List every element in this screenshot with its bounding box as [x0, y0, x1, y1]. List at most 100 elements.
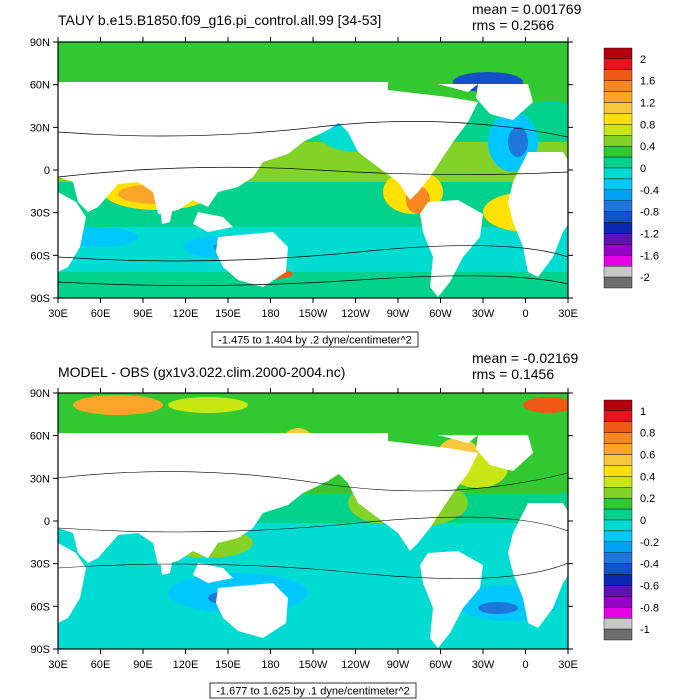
colorbar-swatch [603, 113, 633, 125]
colorbar-swatch [603, 91, 633, 103]
lon-label: 30E [48, 308, 68, 320]
colorbar-swatch [603, 265, 633, 278]
colorbar-swatch [603, 552, 633, 564]
colorbar-label: -0.4 [640, 185, 659, 197]
colorbar-swatch [603, 167, 633, 180]
colorbar-swatch [603, 410, 633, 423]
colorbar-swatch [603, 399, 633, 412]
colorbar-swatch [603, 487, 633, 499]
lon-label: 150W [299, 308, 328, 320]
bottom-lat-axis: 90N 60N 30N 0 30S 60S 90S [30, 388, 573, 656]
lon-label: 90E [133, 308, 153, 320]
colorbar-swatch [603, 607, 633, 619]
bottom-colorbar: 1 0.8 0.6 0.4 0.2 0 -0.2 -0.4 -0.6 -0.8 -1 [603, 399, 659, 641]
colorbar-swatch [603, 530, 633, 543]
colorbar-swatch [603, 596, 633, 608]
lon-label: 120E [173, 308, 199, 320]
lon-label: 120E [173, 659, 199, 671]
top-panel-title: TAUY b.e15.B1850.f09_g16.pi_control.all.… [58, 12, 381, 28]
bottom-blob-arctic [523, 397, 568, 413]
colorbar-label: 0.2 [640, 493, 655, 505]
lat-label: 60N [30, 80, 50, 92]
colorbar-label: 1.2 [640, 98, 655, 110]
colorbar-label: -0.4 [640, 559, 659, 571]
colorbar-label: 0 [640, 515, 646, 527]
lon-label: 60E [91, 308, 111, 320]
colorbar-label: 1 [640, 406, 646, 418]
colorbar-label: 0.8 [640, 119, 655, 131]
lat-label: 30S [30, 559, 50, 571]
colorbar-swatch [603, 421, 633, 433]
lon-label: 150W [299, 659, 328, 671]
lon-label: 120W [341, 308, 370, 320]
colorbar-swatch [603, 476, 633, 488]
colorbar-swatch [603, 519, 633, 532]
lon-label: 0 [522, 659, 528, 671]
colorbar-swatch [603, 497, 633, 510]
colorbar-label: 1.6 [640, 76, 655, 88]
lat-label: 30S [30, 208, 50, 220]
lon-label: 120W [341, 659, 370, 671]
colorbar-swatch [603, 255, 633, 267]
lon-label: 150E [215, 659, 241, 671]
colorbar-label: 0.4 [640, 471, 655, 483]
colorbar-swatch [603, 541, 633, 553]
lat-label: 90S [30, 293, 50, 305]
lat-label: 60N [30, 431, 50, 443]
colorbar-swatch [603, 585, 633, 597]
lon-label: 30E [558, 659, 578, 671]
top-colorbar: 2 1.6 1.2 0.8 0.4 0 -0.4 -0.8 -1.2 -1.6 -2 [603, 47, 659, 289]
colorbar-label: -0.2 [640, 537, 659, 549]
colorbar-label: -0.6 [640, 580, 659, 592]
lon-label: 0 [522, 308, 528, 320]
top-panel-mean: mean = 0.001769 [472, 1, 582, 17]
colorbar-swatch [603, 244, 633, 256]
colorbar-swatch [603, 189, 633, 201]
lon-label: 60W [429, 659, 452, 671]
bottom-panel-rms: rms = 0.1456 [472, 366, 554, 382]
colorbar-label: 0.8 [640, 428, 655, 440]
top-panel: TAUY b.e15.B1850.f09_g16.pi_control.all.… [30, 1, 659, 348]
colorbar-swatch [603, 563, 633, 575]
lon-label: 60E [91, 659, 111, 671]
lat-label: 0 [44, 165, 50, 177]
colorbar-swatch [603, 156, 633, 169]
colorbar-swatch [603, 574, 633, 586]
colorbar-label: -0.8 [640, 207, 659, 219]
colorbar-swatch [603, 276, 633, 289]
bottom-range-text: -1.677 to 1.625 by .1 dyne/centimeter^2 [216, 686, 410, 698]
lon-label: 30W [472, 659, 495, 671]
lon-label: 30W [472, 308, 495, 320]
bottom-panel-title: MODEL - OBS (gx1v3.022.clim.2000-2004.nc… [58, 364, 345, 380]
colorbar-swatch [603, 222, 633, 234]
colorbar-swatch [603, 233, 633, 245]
colorbar-label: 0.4 [640, 141, 655, 153]
colorbar-label: -1 [640, 624, 650, 636]
lat-label: 60S [30, 250, 50, 262]
lat-label: 90N [30, 388, 50, 400]
lon-label: 180 [261, 308, 279, 320]
colorbar-swatch [603, 617, 633, 630]
colorbar-swatch [603, 454, 633, 466]
top-lon-axis: 30E 60E 90E 120E 150E 180 150W 120W 90W 60W 30W 0 30… [48, 37, 578, 320]
colorbar-swatch [603, 178, 633, 191]
colorbar-swatch [603, 200, 633, 212]
top-panel-rms: rms = 0.2566 [472, 17, 554, 33]
lon-label: 60W [429, 308, 452, 320]
colorbar-swatch [603, 102, 633, 114]
lon-label: 180 [261, 659, 279, 671]
bottom-lon-axis: 30E 60E 90E 120E 150E 180 150W 120W 90W 60W 30W 0 30… [48, 388, 578, 671]
colorbar-swatch [603, 432, 633, 444]
colorbar-swatch [603, 628, 633, 641]
colorbar-swatch [603, 47, 633, 60]
lon-label: 90E [133, 659, 153, 671]
lon-label: 150E [215, 308, 241, 320]
lon-label: 90W [387, 308, 410, 320]
bottom-panel: MODEL - OBS (gx1v3.022.clim.2000-2004.nc… [30, 350, 659, 699]
bottom-panel-mean: mean = -0.02169 [472, 350, 578, 366]
colorbar-label: -1.6 [640, 250, 659, 262]
colorbar-label: -0.8 [640, 602, 659, 614]
colorbar-label: 0.6 [640, 450, 655, 462]
top-map [57, 41, 569, 299]
